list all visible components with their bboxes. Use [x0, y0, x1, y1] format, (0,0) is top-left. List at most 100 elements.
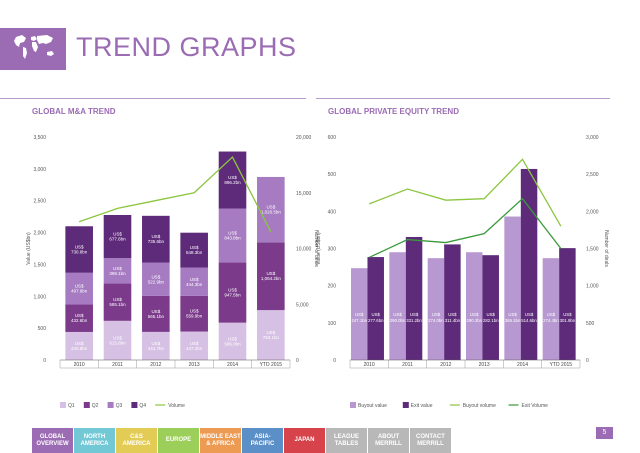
bar-q4 [65, 226, 93, 273]
data-label: 548.3bn [186, 250, 203, 255]
y2-tick-label: 0 [586, 358, 589, 364]
data-label: 565.1bn [148, 314, 165, 319]
data-label: US$ [151, 234, 160, 239]
x-tick-label: 2012 [150, 362, 161, 368]
data-label: 331.2bn [406, 318, 422, 323]
x-tick-label: 2013 [189, 362, 200, 368]
data-label: 497.9bn [71, 289, 88, 294]
data-label: 896.2bn [224, 180, 241, 185]
data-label: 274.4bn [543, 318, 559, 323]
data-label: 274.0bn [428, 318, 444, 323]
data-label: 301.9bn [560, 318, 576, 323]
nav-tab-league-tables[interactable]: LEAGUE TABLES [326, 428, 367, 453]
bar-q3 [180, 267, 208, 296]
y2-tick-label: 1,000 [586, 284, 599, 290]
data-label: US$ [410, 312, 419, 317]
y2-axis-label: Number of deals [313, 230, 319, 267]
bar-exit-value [520, 168, 538, 360]
y-tick-label: 0 [43, 358, 46, 364]
legend-label: Q2 [92, 403, 99, 409]
bar-exit-value [482, 255, 499, 360]
y-tick-label: 100 [328, 321, 337, 327]
data-label: 514.6bn [521, 318, 537, 323]
data-label: US$ [75, 341, 84, 346]
nav-tab-middle-east-africa[interactable]: MIDDLE EAST & AFRICA [200, 428, 241, 453]
y-tick-label: 3,500 [33, 135, 46, 141]
x-tick-label: 2011 [402, 362, 413, 368]
data-label: US$ [487, 312, 496, 317]
bar-buyout-value [466, 252, 483, 360]
data-label: US$ [228, 230, 237, 235]
bar-q4 [142, 215, 170, 263]
y-tick-label: 600 [328, 135, 337, 141]
data-label: US$ [75, 284, 84, 289]
data-label: US$ [151, 341, 160, 346]
y-tick-label: 500 [38, 326, 47, 332]
data-label: 432.6bn [71, 318, 88, 323]
y-tick-label: 400 [328, 209, 337, 215]
y-tick-label: 2,000 [33, 231, 46, 237]
data-label: 282.1bn [483, 318, 499, 323]
nav-tab-c-s-america[interactable]: C&S AMERICA [116, 428, 157, 453]
legend-label: Q1 [68, 403, 75, 409]
legend-label: Buyout value [358, 403, 387, 409]
nav-tab-contact-merrill[interactable]: CONTACT MERRILL [410, 428, 451, 453]
nav-tab-global-overview[interactable]: GLOBAL OVERVIEW [32, 428, 73, 453]
page-title: TREND GRAPHS [76, 32, 297, 62]
data-label: US$ [508, 312, 517, 317]
nav-tab-north-america[interactable]: NORTH AMERICA [74, 428, 115, 453]
data-label: US$ [75, 313, 84, 318]
y-tick-label: 500 [328, 172, 337, 178]
bar-q1 [65, 331, 93, 360]
x-tick-label: 2014 [517, 362, 528, 368]
data-label: 447.2bn [186, 346, 203, 351]
legend-swatch-exit-value [402, 402, 409, 408]
bar-buyout-value [351, 268, 368, 360]
data-label: US$ [432, 312, 441, 317]
data-label: US$ [470, 312, 479, 317]
x-tick-label: YTD 2015 [550, 362, 573, 368]
bar-q3 [218, 208, 247, 263]
line-exit-volume [368, 197, 562, 259]
x-tick-label: 2013 [479, 362, 490, 368]
data-label: 277.6bn [368, 318, 384, 323]
nav-tab-about-merrill[interactable]: ABOUT MERRILL [368, 428, 409, 453]
y-tick-label: 200 [328, 284, 337, 290]
data-label: 735.6bn [148, 239, 165, 244]
x-tick-label: 2010 [364, 362, 375, 368]
legend-swatch-q2 [83, 402, 90, 408]
data-label: US$ [190, 341, 199, 346]
header-divider [0, 98, 306, 99]
bar-q3 [65, 272, 93, 305]
bar-exit-value [444, 244, 461, 360]
legend-label: Exit Volume [522, 403, 549, 409]
data-label: 440.8bn [71, 346, 88, 351]
data-label: US$ [372, 312, 381, 317]
chart-title-pe: GLOBAL PRIVATE EQUITY TREND [328, 107, 459, 116]
y2-tick-label: 5,000 [296, 302, 309, 308]
data-label: US$ [113, 335, 122, 340]
nav-tab-japan[interactable]: JAPAN [284, 428, 325, 453]
y-tick-label: 1,000 [33, 294, 46, 300]
data-label: 730.8bn [71, 250, 88, 255]
data-label: 1,026.5bn [261, 210, 282, 215]
bar-buyout-value [542, 258, 560, 360]
y-tick-label: 300 [328, 247, 337, 253]
nav-tab-asia-pacific[interactable]: ASIA- PACIFIC [242, 428, 283, 453]
nav-tab-europe[interactable]: EUROPE [158, 428, 199, 453]
chart-title-ma: GLOBAL M&A TREND [32, 107, 116, 116]
data-label: 247.1bn [351, 318, 367, 323]
y2-tick-label: 3,000 [586, 135, 599, 141]
bar-q1 [103, 320, 132, 360]
data-label: 399.1bn [109, 271, 126, 276]
world-map-icon [0, 28, 66, 70]
data-label: 441.7bn [148, 346, 165, 351]
legend-swatch-q1 [60, 402, 66, 408]
bar-buyout-value [389, 252, 406, 360]
x-tick-label: 2014 [227, 362, 238, 368]
x-tick-label: 2010 [74, 362, 85, 368]
data-label: 677.6bn [109, 237, 126, 242]
data-label: US$ [113, 232, 122, 237]
data-label: 783.1bn [263, 335, 280, 340]
data-label: US$ [113, 297, 122, 302]
